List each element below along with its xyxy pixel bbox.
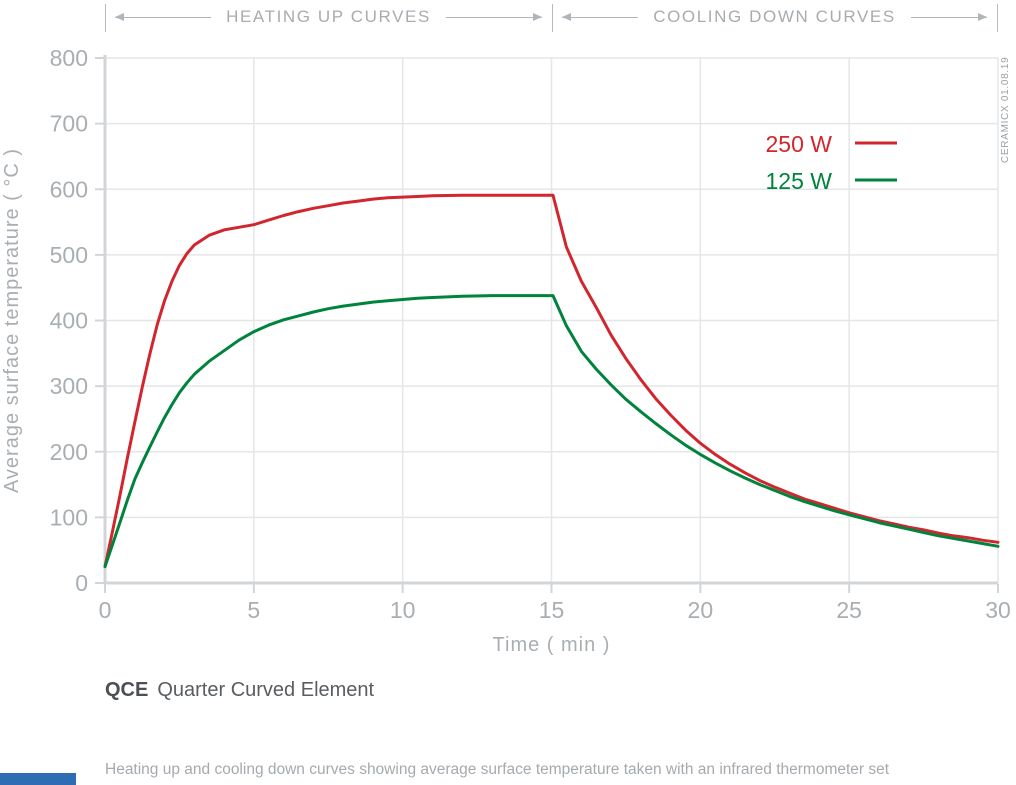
footer-description-line1: Heating up and cooling down curves showi… [105,761,890,778]
cooling-region-label: COOLING DOWN CURVES [653,7,896,26]
y-tick-label: 700 [50,111,88,137]
footer-description: Heating up and cooling down curves showi… [105,715,889,785]
header-heating-section: HEATING UP CURVES [106,2,551,32]
watermark-text: CERAMICX 01.08.19 [1000,57,1011,163]
header-cooling-section: COOLING DOWN CURVES [553,2,996,32]
x-axis-title: Time ( min ) [493,634,611,656]
x-tick-label: 15 [539,597,565,623]
arrow-left-icon [562,12,639,21]
header-divider-right [997,4,998,32]
footer-title: QCE Quarter Curved Element [105,679,889,702]
y-tick-label: 800 [50,45,88,71]
header-divider-middle [552,4,553,32]
curve-125w [103,294,1000,569]
y-tick-label: 500 [50,242,88,268]
temperature-chart-svg: 0 100 200 300 400 500 600 700 800 0 5 10 15 20 25 30 Ave… [1,45,1011,656]
y-axis-title: Average surface temperature ( °C ) [1,148,23,493]
brand-bar [0,773,76,785]
element-code: QCE [105,679,149,701]
x-tick-label: 10 [390,597,416,623]
y-tick-label: 200 [50,439,88,465]
arrow-right-icon [445,12,543,21]
curve-250w [103,193,1000,569]
y-tick-label: 300 [50,373,88,399]
y-tick-label: 400 [50,308,88,334]
x-tick-label: 20 [688,597,714,623]
legend-label-250w: 250 W [766,131,833,157]
y-tick-label: 600 [50,176,88,202]
y-tick-label: 100 [50,504,88,530]
arrow-left-icon [115,12,212,21]
x-tick-label: 25 [836,597,862,623]
x-tick-label: 0 [99,597,112,623]
header-divider-left [105,4,106,32]
x-tick-label: 5 [247,597,260,623]
y-tick-label: 0 [75,570,88,596]
element-name: Quarter Curved Element [157,679,375,701]
x-tick-label: 30 [985,597,1011,623]
chart-footer: QCE Quarter Curved Element Heating up and… [105,679,889,785]
arrow-right-icon [910,12,988,21]
legend-label-125w: 125 W [766,168,833,194]
heating-region-label: HEATING UP CURVES [226,7,431,26]
